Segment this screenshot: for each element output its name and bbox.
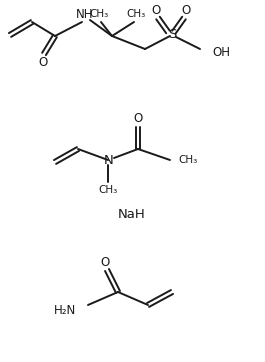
Text: O: O: [133, 113, 143, 126]
Text: O: O: [38, 55, 48, 68]
Text: CH₃: CH₃: [126, 9, 146, 19]
Text: CH₃: CH₃: [98, 185, 118, 195]
Text: CH₃: CH₃: [89, 9, 109, 19]
Text: CH₃: CH₃: [178, 155, 197, 165]
Text: O: O: [181, 4, 191, 17]
Text: OH: OH: [212, 46, 230, 59]
Text: NaH: NaH: [118, 207, 146, 220]
Text: O: O: [151, 4, 161, 17]
Text: S: S: [168, 29, 176, 42]
Text: O: O: [100, 256, 110, 269]
Text: H₂N: H₂N: [54, 303, 76, 316]
Text: N: N: [104, 153, 114, 167]
Text: NH: NH: [76, 8, 94, 21]
